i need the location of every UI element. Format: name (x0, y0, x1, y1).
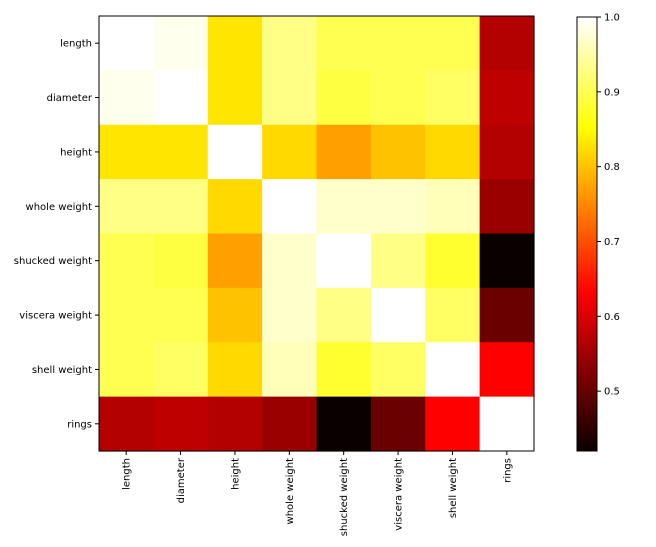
heatmap-cell (153, 70, 209, 126)
colorbar-tick-label: 0.6 (604, 312, 620, 323)
y-tick-label: viscera weight (19, 311, 92, 322)
heatmap-cell (262, 287, 318, 343)
x-tick-label: rings (502, 458, 513, 483)
heatmap-cell (479, 124, 535, 180)
heatmap-cell (207, 396, 263, 452)
heatmap-cell (479, 70, 535, 126)
heatmap-cell (99, 287, 154, 343)
colorbar-ticks: 0.5 0.6 0.7 0.8 0.9 1.0 (597, 13, 620, 398)
colorbar-tick-label: 1.0 (604, 13, 620, 24)
y-tick-label: height (60, 147, 92, 158)
heatmap-cell (316, 16, 372, 71)
heatmap-cell (262, 233, 318, 289)
heatmap-cell (370, 179, 426, 235)
heatmap-cell (153, 124, 209, 180)
heatmap-cell (207, 233, 263, 289)
y-tick-label: length (60, 39, 92, 50)
x-tick-label: height (230, 458, 241, 490)
colorbar-tick-label: 0.7 (604, 237, 620, 248)
heatmap-cell (425, 287, 481, 343)
heatmap-cell (153, 342, 209, 398)
y-tick-label: whole weight (26, 202, 93, 213)
heatmap-cell (316, 124, 372, 180)
heatmap-cell (425, 396, 481, 452)
heatmap-cell (99, 233, 154, 289)
heatmap-cell (316, 342, 372, 398)
heatmap-cell (370, 70, 426, 126)
heatmap-cell (99, 396, 154, 452)
heatmap-cell (207, 287, 263, 343)
x-tick-label: diameter (176, 457, 187, 503)
heatmap-cell (262, 179, 318, 235)
heatmap-cell (479, 287, 535, 343)
y-axis-tick-labels: length diameter height whole weight shucked … (14, 39, 99, 430)
heatmap-cell (99, 70, 154, 126)
heatmap-cell (316, 287, 372, 343)
heatmap-cell (262, 396, 318, 452)
heatmap-cell (425, 179, 481, 235)
heatmap-cell (425, 233, 481, 289)
heatmap-cell (425, 124, 481, 180)
heatmap-cell (262, 124, 318, 180)
heatmap-cell (207, 16, 263, 71)
heatmap-cell (370, 396, 426, 452)
plot-frame (98, 15, 535, 452)
heatmap-cell (370, 287, 426, 343)
x-tick-label: whole weight (285, 458, 296, 525)
colorbar-tick-label: 0.9 (604, 87, 620, 98)
heatmap-cell (99, 179, 154, 235)
heatmap-cell (99, 342, 154, 398)
x-axis-tick-labels: length diameter height whole weight shucked … (122, 451, 513, 536)
y-tick-label: shucked weight (14, 256, 92, 267)
heatmap-cell (370, 233, 426, 289)
heatmap-cell (153, 179, 209, 235)
heatmap-cell (479, 16, 535, 71)
heatmap-cell (99, 16, 154, 71)
x-tick-label: length (122, 458, 133, 490)
heatmap-cell (370, 124, 426, 180)
heatmap-cell (479, 233, 535, 289)
x-tick-label: viscera weight (394, 458, 405, 531)
y-tick-label: diameter (47, 93, 93, 104)
heatmap-cell (370, 342, 426, 398)
heatmap-cells (99, 16, 535, 452)
x-tick-label: shucked weight (339, 458, 350, 536)
heatmap-cell (207, 342, 263, 398)
y-tick-label: rings (67, 419, 92, 430)
colorbar-tick-label: 0.5 (604, 387, 620, 398)
heatmap-cell (425, 342, 481, 398)
heatmap-cell (479, 342, 535, 398)
heatmap-cell (99, 124, 154, 180)
colorbar-gradient (576, 16, 598, 452)
heatmap-cell (316, 179, 372, 235)
heatmap-cell (316, 396, 372, 452)
heatmap-cell (207, 124, 263, 180)
heatmap-cell (425, 16, 481, 71)
heatmap-cell (153, 396, 209, 452)
colorbar-tick-label: 0.8 (604, 162, 620, 173)
heatmap-cell (316, 70, 372, 126)
y-tick-label: shell weight (32, 365, 92, 376)
heatmap-cell (262, 70, 318, 126)
heatmap-cell (479, 396, 535, 452)
heatmap-cell (153, 16, 209, 71)
heatmap-cell (207, 179, 263, 235)
heatmap-cell (370, 16, 426, 71)
colorbar: 0.5 0.6 0.7 0.8 0.9 1.0 (576, 13, 620, 452)
heatmap-cell (153, 233, 209, 289)
heatmap-cell (207, 70, 263, 126)
heatmap-cell (479, 179, 535, 235)
heatmap-cell (262, 342, 318, 398)
heatmap-cell (153, 287, 209, 343)
heatmap-cell (316, 233, 372, 289)
heatmap-cell (262, 16, 318, 71)
heatmap-cell (425, 70, 481, 126)
x-tick-label: shell weight (448, 458, 459, 518)
